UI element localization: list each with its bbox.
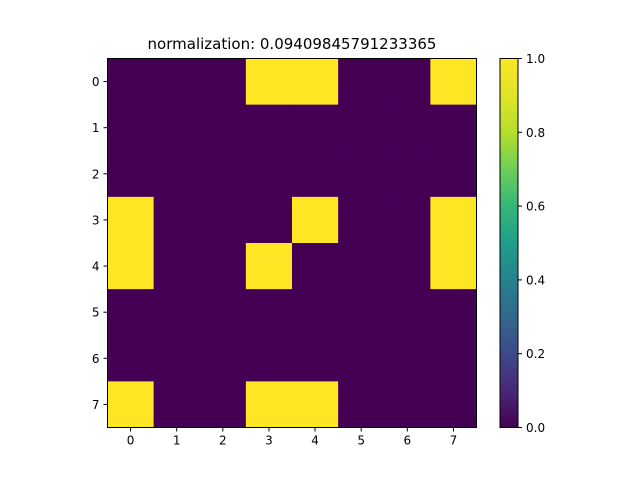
colorbar-tick-label: 0.4: [526, 273, 545, 287]
heatmap-cell: [384, 104, 431, 152]
heatmap-cell: [153, 335, 201, 382]
colorbar-axis: 0.0 0.2 0.4 0.6 0.8 1.0: [518, 52, 545, 435]
heatmap-cell: [430, 104, 477, 152]
heatmap-cell: [153, 58, 201, 106]
heatmap-cell: [245, 335, 293, 382]
heatmap-cell: [199, 58, 247, 106]
heatmap-cell: [338, 381, 385, 428]
heatmap-cell: [245, 150, 293, 198]
colorbar-tick-label: 0.8: [526, 126, 545, 140]
heatmap-cell: [338, 289, 385, 336]
heatmap-cells: [107, 58, 477, 428]
heatmap-cell: [292, 243, 339, 290]
plot-frame: [107, 58, 477, 428]
heatmap-cell: [430, 196, 477, 244]
y-tick-label: 1: [92, 121, 100, 135]
heatmap-cell: [430, 289, 477, 336]
x-tick-label: 5: [357, 434, 365, 448]
x-tick-label: 0: [127, 434, 135, 448]
heatmap-cell: [292, 104, 339, 152]
x-tick-label: 7: [450, 434, 458, 448]
heatmap-cell: [199, 150, 247, 198]
heatmap-cell: [245, 58, 293, 106]
y-tick-label: 2: [92, 167, 100, 181]
heatmap-cell: [199, 335, 247, 382]
heatmap-cell: [292, 150, 339, 198]
heatmap-cell: [430, 335, 477, 382]
heatmap-cell: [153, 381, 201, 428]
heatmap-cell: [430, 243, 477, 290]
heatmap-cell: [199, 104, 247, 152]
heatmap-cell: [245, 289, 293, 336]
heatmap-cell: [245, 243, 293, 290]
heatmap-cell: [338, 335, 385, 382]
heatmap-cell: [153, 104, 201, 152]
heatmap-cell: [199, 243, 247, 290]
heatmap-cell: [245, 381, 293, 428]
heatmap-cell: [107, 289, 155, 336]
heatmap-cell: [153, 243, 201, 290]
colorbar-tick-label: 1.0: [526, 52, 545, 66]
heatmap-cell: [199, 381, 247, 428]
x-tick-label: 4: [311, 434, 319, 448]
x-axis: 0 1 2 3 4 5 6 7: [127, 427, 458, 448]
heatmap-cell: [107, 196, 155, 244]
heatmap-cell: [430, 150, 477, 198]
heatmap-cell: [107, 104, 155, 152]
y-tick-label: 7: [92, 398, 100, 412]
heatmap-cell: [292, 335, 339, 382]
heatmap-cell: [338, 150, 385, 198]
heatmap-cell: [153, 150, 201, 198]
heatmap-cell: [292, 289, 339, 336]
heatmap-cell: [199, 289, 247, 336]
heatmap-cell: [384, 196, 431, 244]
heatmap-cell: [384, 150, 431, 198]
heatmap-cell: [107, 58, 155, 106]
y-tick-label: 3: [92, 213, 100, 227]
heatmap-cell: [292, 58, 339, 106]
heatmap-cell: [384, 289, 431, 336]
heatmap-cell: [338, 58, 385, 106]
x-tick-label: 6: [403, 434, 411, 448]
heatmap-cell: [107, 335, 155, 382]
x-tick-label: 1: [173, 434, 181, 448]
heatmap-cell: [338, 196, 385, 244]
heatmap-cell: [153, 196, 201, 244]
y-tick-label: 6: [92, 352, 100, 366]
colorbar-frame: [499, 58, 519, 428]
heatmap-cell: [107, 381, 155, 428]
y-tick-label: 0: [92, 75, 100, 89]
heatmap-cell: [384, 335, 431, 382]
heatmap-cell: [430, 381, 477, 428]
heatmap-cell: [153, 289, 201, 336]
y-tick-label: 5: [92, 306, 100, 320]
chart-title: normalization: 0.09409845791233365: [148, 35, 437, 53]
colorbar-tick-label: 0.0: [526, 421, 545, 435]
heatmap-cell: [384, 243, 431, 290]
heatmap-cell: [245, 104, 293, 152]
colorbar-tick-label: 0.2: [526, 347, 545, 361]
heatmap-cell: [338, 243, 385, 290]
heatmap-cell: [107, 243, 155, 290]
heatmap-cell: [430, 58, 477, 106]
heatmap-cell: [292, 381, 339, 428]
x-tick-label: 2: [219, 434, 227, 448]
x-tick-label: 3: [265, 434, 273, 448]
heatmap-cell: [338, 104, 385, 152]
heatmap-cell: [245, 196, 293, 244]
heatmap-cell: [107, 150, 155, 198]
y-tick-label: 4: [92, 260, 100, 274]
heatmap-cell: [384, 58, 431, 106]
heatmap-cell: [384, 381, 431, 428]
colorbar: [500, 58, 518, 428]
heatmap-cell: [292, 196, 339, 244]
colorbar-tick-label: 0.6: [526, 200, 545, 214]
y-axis: 0 1 2 3 4 5 6 7: [92, 75, 108, 412]
heatmap-cell: [199, 196, 247, 244]
